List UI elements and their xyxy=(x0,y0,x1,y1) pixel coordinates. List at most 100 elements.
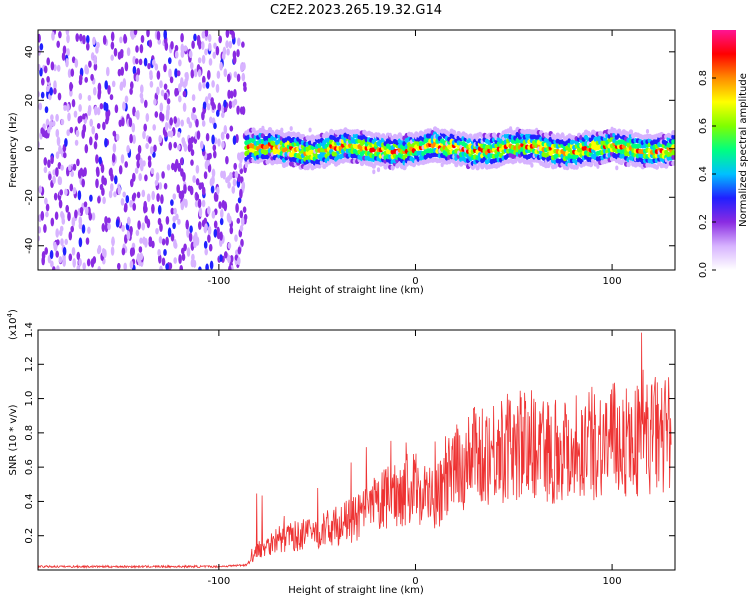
heatmap-cell xyxy=(174,87,178,97)
heatmap-cell xyxy=(132,65,137,75)
heatmap-cell xyxy=(671,139,675,145)
heatmap-cell xyxy=(108,190,113,199)
heatmap-cell xyxy=(177,144,181,151)
heatmap-cell xyxy=(49,87,53,96)
heatmap-cell xyxy=(61,51,66,61)
colorbar-tick-label: 0.6 xyxy=(698,118,709,134)
heatmap-cell xyxy=(186,247,191,257)
heatmap-cell xyxy=(87,226,91,234)
heatmap-cell xyxy=(102,121,106,131)
top-y-tick-label: -40 xyxy=(24,238,35,254)
heatmap-cell xyxy=(182,102,187,112)
heatmap-cell xyxy=(237,152,241,161)
heatmap-cell xyxy=(172,222,176,230)
heatmap-cell xyxy=(216,70,221,79)
heatmap-cell xyxy=(178,59,182,67)
heatmap-cell xyxy=(75,129,80,138)
heatmap-cell xyxy=(65,30,70,36)
heatmap-cell xyxy=(160,89,165,97)
heatmap-cell xyxy=(68,164,72,172)
snr-y-tick-label: 1.0 xyxy=(24,391,35,407)
heatmap-cell xyxy=(197,69,202,78)
heatmap-cell xyxy=(193,68,198,78)
heatmap-cell xyxy=(112,130,117,137)
heatmap-cell xyxy=(216,109,220,117)
heatmap-cell xyxy=(178,95,182,103)
heatmap-cell xyxy=(101,187,105,196)
heatmap-cell xyxy=(125,195,130,204)
heatmap-cell xyxy=(54,211,59,220)
heatmap-cell xyxy=(154,179,159,186)
heatmap-cell xyxy=(628,129,634,135)
heatmap-cell xyxy=(45,211,49,218)
heatmap-cell xyxy=(127,216,131,226)
heatmap-cell xyxy=(50,114,54,121)
heatmap-cell xyxy=(475,165,480,171)
heatmap-cell xyxy=(38,102,43,111)
heatmap-cell xyxy=(74,58,79,68)
heatmap-cell xyxy=(47,127,51,134)
heatmap-cell xyxy=(209,260,214,270)
heatmap-cell xyxy=(79,33,83,42)
heatmap-cell xyxy=(114,104,119,114)
heatmap-cell xyxy=(166,98,171,105)
heatmap-cell xyxy=(131,247,135,256)
heatmap-cell xyxy=(145,142,149,150)
heatmap-cell xyxy=(165,112,170,121)
heatmap-cell xyxy=(67,68,72,79)
heatmap-cell xyxy=(111,238,115,246)
heatmap-cell xyxy=(110,183,114,192)
heatmap-cell xyxy=(78,93,83,100)
heatmap-cell xyxy=(84,76,88,83)
heatmap-cell xyxy=(124,61,129,72)
heatmap-cell xyxy=(124,95,129,103)
heatmap-cell xyxy=(207,225,212,236)
heatmap-cell xyxy=(141,189,146,198)
heatmap-cell xyxy=(50,217,55,227)
heatmap-cell xyxy=(105,118,109,125)
heatmap-cell xyxy=(124,202,128,212)
heatmap-cell xyxy=(70,170,74,178)
heatmap-cell xyxy=(83,201,88,208)
heatmap-cell xyxy=(138,246,143,253)
heatmap-cell xyxy=(55,128,60,138)
heatmap-cell xyxy=(235,203,239,213)
heatmap-cell xyxy=(190,159,194,166)
heatmap-cell xyxy=(139,252,144,261)
heatmap-cell xyxy=(170,199,174,206)
top-x-tick-label: -100 xyxy=(208,276,231,287)
heatmap-cell xyxy=(172,193,177,200)
heatmap-cell xyxy=(67,112,71,122)
heatmap-cell xyxy=(195,118,199,128)
heatmap-cell xyxy=(159,223,163,232)
heatmap-cell xyxy=(179,265,183,270)
heatmap-cell xyxy=(170,207,175,215)
heatmap-cell xyxy=(198,81,202,92)
heatmap-cell xyxy=(231,100,236,108)
heatmap-cell xyxy=(204,248,208,256)
top-y-tick-label: 40 xyxy=(24,45,35,58)
heatmap-cell xyxy=(241,181,246,191)
heatmap-cell xyxy=(207,33,212,43)
heatmap-cell xyxy=(195,164,200,174)
snr-y-tick-label: 0.8 xyxy=(24,425,35,441)
heatmap-cell xyxy=(152,124,156,131)
heatmap-cell xyxy=(224,251,228,259)
heatmap-cell xyxy=(215,83,220,94)
heatmap-cell xyxy=(211,175,215,185)
heatmap-cell xyxy=(103,248,107,259)
heatmap-cell xyxy=(41,128,46,138)
heatmap-cell xyxy=(193,240,197,249)
heatmap-cell xyxy=(56,239,60,246)
heatmap-cell xyxy=(73,110,78,118)
heatmap-cell xyxy=(149,80,154,88)
heatmap-cell xyxy=(189,186,194,196)
heatmap-cell xyxy=(144,99,148,109)
heatmap-cell xyxy=(192,175,196,184)
heatmap-cell xyxy=(82,123,87,134)
heatmap-cell xyxy=(93,86,97,96)
heatmap-cell xyxy=(58,176,63,186)
heatmap-cell xyxy=(204,223,208,232)
heatmap-cell xyxy=(126,230,131,241)
heatmap-cell xyxy=(132,192,137,199)
